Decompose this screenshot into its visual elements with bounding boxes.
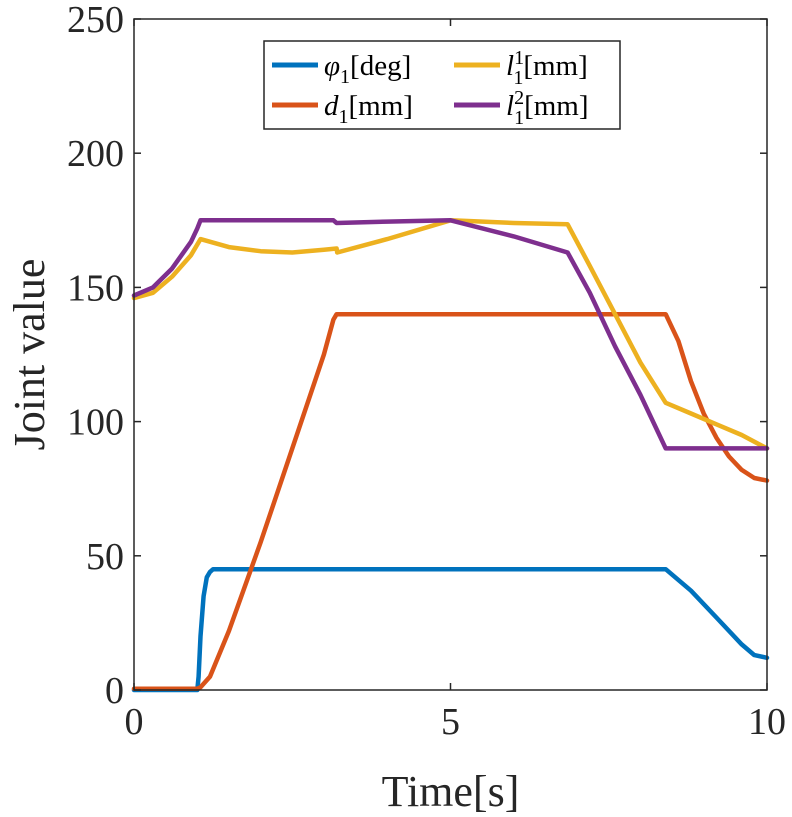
y-tick-label: 250 [67, 0, 124, 41]
y-tick-label: 100 [67, 402, 124, 444]
series-line-4 [131, 218, 770, 451]
y-tick-label: 150 [67, 267, 124, 309]
y-tick-label: 200 [67, 133, 124, 175]
legend-label-4: l2 1[mm] [506, 87, 589, 129]
x-axis-label: Time[s] [382, 767, 520, 816]
x-tick-label: 0 [125, 701, 144, 743]
x-tick-label: 5 [441, 701, 460, 743]
legend-label-2: d1[mm] [324, 90, 413, 128]
legend: φ1[deg]d1[mm] l1 1[mm]l2 1[mm] [263, 40, 621, 130]
series-line-3 [131, 218, 770, 451]
legend-label-1: φ1[deg] [324, 50, 411, 88]
series-layer [131, 218, 770, 693]
legend-label-3: l1 1[mm] [506, 47, 588, 89]
legend-box [263, 40, 621, 130]
x-tick-label: 10 [748, 701, 786, 743]
y-tick-label: 0 [105, 670, 124, 712]
y-tick-label: 50 [86, 536, 124, 578]
y-axis-label: Joint value [5, 259, 54, 451]
series-line-1 [131, 566, 770, 693]
